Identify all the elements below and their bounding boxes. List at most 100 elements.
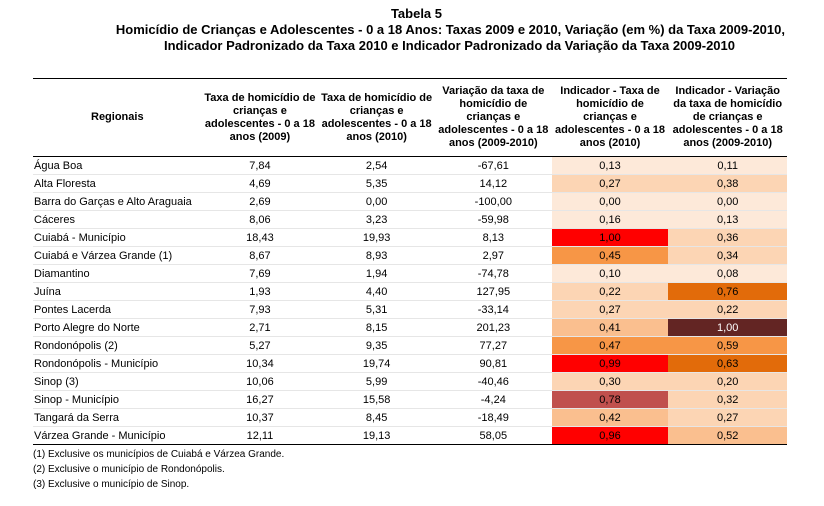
cell-taxa-2010: 3,23 xyxy=(318,210,435,229)
cell-taxa-2010: 8,45 xyxy=(318,408,435,427)
cell-regional: Rondonópolis - Município xyxy=(33,354,202,373)
cell-taxa-2010: 5,99 xyxy=(318,372,435,391)
cell-indicador-taxa: 0,99 xyxy=(551,354,669,373)
cell-taxa-2010: 0,00 xyxy=(318,192,435,211)
cell-indicador-variacao: 0,11 xyxy=(668,156,787,175)
cell-taxa-2009: 10,34 xyxy=(201,354,319,373)
cell-indicador-variacao: 0,63 xyxy=(668,354,787,373)
table-row: Diamantino 7,69 1,94 -74,78 0,10 0,08 xyxy=(33,264,787,283)
cell-indicador-taxa: 0,00 xyxy=(551,192,669,211)
cell-taxa-2010: 19,13 xyxy=(318,426,435,445)
table-row: Sinop (3) 10,06 5,99 -40,46 0,30 0,20 xyxy=(33,372,787,391)
cell-indicador-taxa: 0,45 xyxy=(551,246,669,265)
table-row: Porto Alegre do Norte 2,71 8,15 201,23 0,41 1… xyxy=(33,318,787,337)
cell-taxa-2009: 8,06 xyxy=(201,210,319,229)
cell-variacao: 77,27 xyxy=(434,336,552,355)
cell-taxa-2009: 16,27 xyxy=(201,390,319,409)
table-row: Tangará da Serra 10,37 8,45 -18,49 0,42 0,27 xyxy=(33,408,787,427)
cell-indicador-taxa: 0,96 xyxy=(551,426,669,445)
cell-indicador-taxa: 0,42 xyxy=(551,408,669,427)
table-row: Rondonópolis - Município 10,34 19,74 90,81 0… xyxy=(33,354,787,373)
table-row: Rondonópolis (2) 5,27 9,35 77,27 0,47 0,59 xyxy=(33,336,787,355)
cell-variacao: -59,98 xyxy=(434,210,552,229)
cell-variacao: 58,05 xyxy=(434,426,552,445)
cell-variacao: -74,78 xyxy=(434,264,552,283)
cell-taxa-2009: 12,11 xyxy=(201,426,319,445)
cell-variacao: 90,81 xyxy=(434,354,552,373)
cell-regional: Cuiabá - Município xyxy=(33,228,202,247)
footnote-1: (1) Exclusive os municípios de Cuiabá e … xyxy=(33,449,285,460)
cell-regional: Diamantino xyxy=(33,264,202,283)
cell-taxa-2010: 4,40 xyxy=(318,282,435,301)
table-row: Juína 1,93 4,40 127,95 0,22 0,76 xyxy=(33,282,787,301)
table-row: Água Boa 7,84 2,54 -67,61 0,13 0,11 xyxy=(33,156,787,175)
cell-indicador-taxa: 0,27 xyxy=(551,300,669,319)
cell-regional: Cáceres xyxy=(33,210,202,229)
cell-regional: Sinop - Município xyxy=(33,390,202,409)
cell-taxa-2009: 4,69 xyxy=(201,174,319,193)
cell-indicador-variacao: 0,20 xyxy=(668,372,787,391)
cell-taxa-2010: 15,58 xyxy=(318,390,435,409)
cell-taxa-2009: 2,71 xyxy=(201,318,319,337)
header-indicador-taxa: Indicador - Taxa de homicídio de criança… xyxy=(554,85,666,149)
cell-indicador-variacao: 0,36 xyxy=(668,228,787,247)
table-row: Pontes Lacerda 7,93 5,31 -33,14 0,27 0,22 xyxy=(33,300,787,319)
cell-indicador-taxa: 0,10 xyxy=(551,264,669,283)
footnote-3: (3) Exclusive o município de Sinop. xyxy=(33,479,190,490)
cell-taxa-2010: 5,35 xyxy=(318,174,435,193)
header-variacao: Variação da taxa de homicídio de criança… xyxy=(438,85,549,149)
header-taxa-2010: Taxa de homicídio de crianças e adolesce… xyxy=(321,91,433,143)
table-row: Cuiabá e Várzea Grande (1) 8,67 8,93 2,97 0,… xyxy=(33,246,787,265)
table-row: Cáceres 8,06 3,23 -59,98 0,16 0,13 xyxy=(33,210,787,229)
cell-indicador-variacao: 0,13 xyxy=(668,210,787,229)
cell-regional: Porto Alegre do Norte xyxy=(33,318,202,337)
cell-regional: Barra do Garças e Alto Araguaia xyxy=(33,192,202,211)
cell-regional: Várzea Grande - Município xyxy=(33,426,202,445)
cell-variacao: 2,97 xyxy=(434,246,552,265)
cell-indicador-taxa: 0,13 xyxy=(551,156,669,175)
cell-taxa-2010: 19,93 xyxy=(318,228,435,247)
cell-indicador-taxa: 0,47 xyxy=(551,336,669,355)
cell-taxa-2009: 2,69 xyxy=(201,192,319,211)
table-caption-line-2: Indicador Padronizado da Taxa 2010 e Ind… xyxy=(163,38,735,53)
cell-taxa-2010: 8,93 xyxy=(318,246,435,265)
table-row: Alta Floresta 4,69 5,35 14,12 0,27 0,38 xyxy=(33,174,787,193)
table-title: Tabela 5 Homicídio de Crianças e Adolesc… xyxy=(0,6,824,54)
cell-variacao: -18,49 xyxy=(434,408,552,427)
cell-regional: Cuiabá e Várzea Grande (1) xyxy=(33,246,202,265)
header-taxa-2009: Taxa de homicídio de crianças e adolesce… xyxy=(204,91,316,143)
cell-indicador-variacao: 1,00 xyxy=(668,318,787,337)
table-row: Várzea Grande - Município 12,11 19,13 58,05… xyxy=(33,426,787,445)
cell-indicador-taxa: 0,22 xyxy=(551,282,669,301)
cell-indicador-taxa: 1,00 xyxy=(551,228,669,247)
header-indicador-variacao: Indicador - Variação da taxa de homicídi… xyxy=(672,85,783,149)
table-body: Água Boa 7,84 2,54 -67,61 0,13 0,11 Alta Flore… xyxy=(33,156,787,445)
cell-regional: Pontes Lacerda xyxy=(33,300,202,319)
cell-variacao: -40,46 xyxy=(434,372,552,391)
cell-regional: Juína xyxy=(33,282,202,301)
cell-regional: Água Boa xyxy=(33,156,202,175)
cell-indicador-taxa: 0,16 xyxy=(551,210,669,229)
cell-indicador-variacao: 0,59 xyxy=(668,336,787,355)
cell-variacao: -4,24 xyxy=(434,390,552,409)
cell-taxa-2010: 2,54 xyxy=(318,156,435,175)
cell-regional: Tangará da Serra xyxy=(33,408,202,427)
cell-variacao: 201,23 xyxy=(434,318,552,337)
cell-taxa-2009: 5,27 xyxy=(201,336,319,355)
cell-indicador-taxa: 0,41 xyxy=(551,318,669,337)
cell-regional: Rondonópolis (2) xyxy=(33,336,202,355)
cell-indicador-variacao: 0,38 xyxy=(668,174,787,193)
cell-regional: Sinop (3) xyxy=(33,372,202,391)
cell-indicador-taxa: 0,27 xyxy=(551,174,669,193)
cell-taxa-2009: 1,93 xyxy=(201,282,319,301)
cell-taxa-2009: 7,84 xyxy=(201,156,319,175)
footnotes: (1) Exclusive os municípios de Cuiabá e … xyxy=(33,447,284,492)
data-table: Regionais Taxa de homicídio de crianças … xyxy=(33,78,787,445)
cell-variacao: -100,00 xyxy=(434,192,552,211)
cell-taxa-2009: 10,37 xyxy=(201,408,319,427)
cell-variacao: 8,13 xyxy=(434,228,552,247)
cell-indicador-variacao: 0,52 xyxy=(668,426,787,445)
cell-indicador-taxa: 0,30 xyxy=(551,372,669,391)
cell-taxa-2010: 1,94 xyxy=(318,264,435,283)
cell-taxa-2009: 18,43 xyxy=(201,228,319,247)
